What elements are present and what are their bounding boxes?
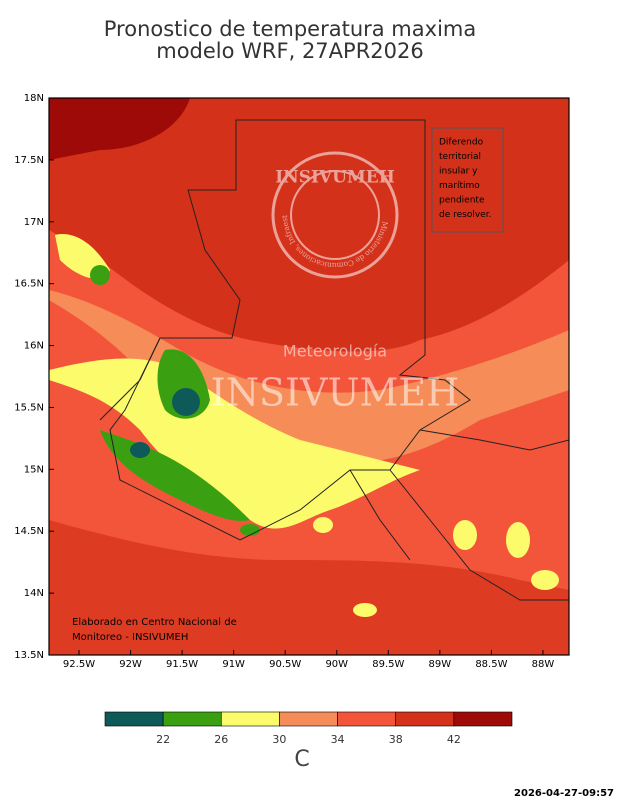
title: modelo WRF, 27APR2026 [156, 39, 423, 63]
lon-label: 90.5W [269, 659, 301, 670]
colorbar-bin [395, 711, 455, 727]
dispute-note: de resolver. [439, 210, 491, 220]
lon-label: 90W [325, 659, 348, 670]
lon-label: 88W [532, 659, 555, 670]
colorbar-bin [162, 711, 222, 727]
colorbar-tick-label: 26 [214, 733, 228, 746]
lat-label: 16N [24, 341, 44, 352]
lat-label: 18N [24, 93, 44, 104]
credit-note: Elaborado en Centro Nacional de [72, 617, 237, 628]
dispute-note: marítimo [439, 181, 480, 191]
lat-label: 17N [24, 217, 44, 228]
colorbar-tick-label: 34 [331, 733, 345, 746]
lon-label: 89W [429, 659, 452, 670]
colorbar-bin [337, 711, 397, 727]
lon-label: 92.5W [63, 659, 95, 670]
colorbar-bin [279, 711, 338, 727]
colorbar-tick-label: 30 [272, 733, 286, 746]
watermark-text: INSIVUMEH [211, 371, 460, 415]
credit-note: Monitoreo - INSIVUMEH [72, 632, 188, 643]
colorbar-tick-label: 22 [156, 733, 170, 746]
lon-label: 91W [222, 659, 245, 670]
lat-label: 13.5N [14, 650, 44, 661]
colorbar-tick-label: 38 [389, 733, 403, 746]
lat-label: 15N [24, 464, 44, 475]
dispute-note: territorial [439, 152, 481, 162]
dispute-note: pendiente [439, 196, 485, 206]
lon-label: 89.5W [372, 659, 404, 670]
lat-label: 14N [24, 588, 44, 599]
lon-label: 91.5W [166, 659, 198, 670]
colorbar-bin [453, 711, 513, 727]
dispute-note: insular y [439, 167, 478, 177]
lon-label: 92W [119, 659, 142, 670]
colorbar-tick-label: 42 [447, 733, 461, 746]
map-frame [48, 97, 570, 656]
timestamp: 2026-04-27-09:57 [514, 788, 614, 799]
colorbar-bin [220, 711, 280, 727]
lat-label: 17.5N [14, 155, 44, 166]
title: Pronostico de temperatura maxima [104, 17, 476, 41]
lat-label: 14.5N [14, 526, 44, 537]
lon-label: 88.5W [475, 659, 507, 670]
colorbar-unit: C [294, 747, 309, 772]
map: INSIVUMEH Ministerio de Comunicaciones, … [49, 98, 569, 655]
lat-label: 15.5N [14, 402, 44, 413]
logo-name: INSIVUMEH [275, 168, 395, 188]
dispute-note: Diferendo [439, 138, 484, 148]
lat-label: 16.5N [14, 279, 44, 290]
watermark-text: Meteorología [283, 342, 387, 361]
colorbar-bin [104, 711, 164, 727]
